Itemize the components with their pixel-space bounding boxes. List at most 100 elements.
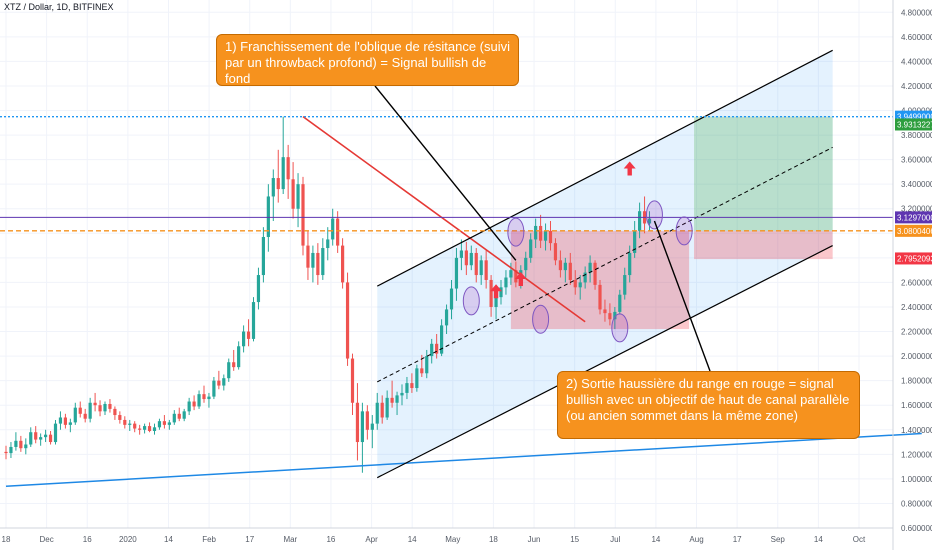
candle: [469, 245, 473, 271]
candle: [613, 306, 617, 330]
candle: [350, 353, 355, 416]
candle: [44, 429, 48, 443]
price-tick-label: 3.80000000: [901, 131, 932, 140]
annotation-callout-range-exit[interactable]: 2) Sortie haussière du range en rouge = …: [557, 371, 860, 439]
arrow-up-icon: [514, 271, 527, 286]
candle: [598, 279, 602, 315]
candle-body: [539, 225, 543, 241]
candle-body: [647, 218, 652, 224]
price-tag-entry: 3.08004066: [895, 224, 932, 237]
candle-body: [415, 368, 419, 389]
candle-body: [598, 284, 602, 310]
candle: [489, 275, 493, 317]
annotation-callout-breakout[interactable]: 1) Franchissement de l'oblique de résita…: [216, 34, 519, 86]
candle-body: [93, 402, 97, 406]
candle-body: [212, 380, 216, 397]
candle: [370, 415, 374, 449]
price-axis[interactable]: 4.80000000 4.60000000 4.40000000 4.20000000…: [892, 0, 932, 550]
price-tick-label: 1.60000000: [901, 401, 932, 410]
candle-body: [341, 245, 345, 283]
touch-circle: [532, 304, 550, 334]
candle: [123, 416, 127, 429]
candle-body: [509, 270, 513, 278]
time-tick-label: Mar: [283, 535, 297, 544]
candle-body: [593, 262, 597, 285]
candle-body: [88, 402, 92, 419]
candle-body: [281, 157, 285, 190]
candle-body: [118, 415, 122, 420]
callout-1-pointer: [374, 85, 517, 261]
candle: [628, 245, 632, 283]
candle: [172, 410, 176, 425]
candle-body: [420, 368, 424, 374]
time-tick-label: 14: [814, 535, 823, 544]
candle-body: [138, 428, 142, 430]
candle: [553, 238, 558, 266]
candle-body: [553, 243, 558, 261]
candle-body: [44, 434, 48, 438]
candle: [237, 341, 241, 370]
candle-body: [78, 407, 82, 414]
time-tick-label: Oct: [853, 535, 866, 544]
candle-body: [395, 395, 399, 403]
candle-body: [68, 422, 72, 425]
candle: [291, 162, 295, 219]
candle: [222, 374, 226, 391]
candle: [251, 297, 256, 342]
candle-body: [217, 380, 221, 386]
candle: [326, 227, 330, 261]
candle-body: [232, 362, 236, 368]
price-tag-label: 3.12970000: [897, 213, 932, 222]
candle-body: [355, 402, 360, 443]
price-tick-label: 4.20000000: [901, 82, 932, 91]
price-tick-label: 2.60000000: [901, 278, 932, 287]
candle-body: [548, 230, 553, 244]
candle-body: [628, 252, 632, 276]
candle: [583, 266, 587, 289]
candle: [152, 423, 157, 435]
candle-body: [618, 294, 622, 312]
price-tick-label: 3.60000000: [901, 156, 932, 165]
candle-body: [454, 257, 459, 289]
candle-body: [578, 282, 582, 288]
candle: [638, 202, 642, 239]
stop-box: [694, 230, 833, 260]
candle: [108, 399, 112, 413]
candle: [271, 169, 275, 222]
candle-body: [301, 184, 305, 246]
candle: [217, 370, 221, 390]
candle-body: [128, 423, 132, 425]
candle-body: [177, 413, 181, 419]
candle: [29, 427, 33, 447]
candle-body: [29, 432, 33, 445]
time-tick-label: Feb: [202, 535, 216, 544]
candle-body: [608, 313, 612, 320]
candle: [593, 260, 597, 290]
candle: [113, 406, 117, 420]
candle-body: [197, 394, 201, 407]
candle-body: [192, 401, 196, 407]
candle: [34, 426, 38, 444]
candle: [232, 349, 236, 371]
candle: [623, 267, 627, 300]
candle-body: [534, 225, 538, 240]
time-tick-label: 2020: [119, 535, 137, 544]
price-tick-label: 4.80000000: [901, 8, 932, 17]
price-tag-stop: 2.79520935: [895, 252, 932, 265]
candle: [365, 405, 369, 440]
candle: [182, 408, 186, 422]
candle: [227, 358, 231, 382]
price-tick-label: 0.60000000: [901, 524, 932, 533]
candle-body: [360, 411, 364, 443]
touch-circle: [507, 217, 525, 247]
candle: [514, 261, 518, 288]
time-axis[interactable]: 18 Dec 16 2020 14 Feb 17 Mar 16 Apr 14 May 18 Jun 15 Ju…: [0, 527, 893, 544]
candle-body: [464, 250, 468, 266]
price-tick-label: 2.00000000: [901, 352, 932, 361]
candle-body: [336, 218, 340, 246]
candles: [4, 116, 652, 473]
candle-body: [306, 245, 310, 268]
arrow-up-icon: [623, 161, 636, 176]
price-tick-label: 0.80000000: [901, 499, 932, 508]
